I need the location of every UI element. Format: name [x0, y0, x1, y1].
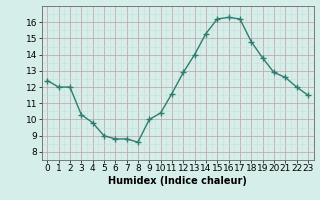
- X-axis label: Humidex (Indice chaleur): Humidex (Indice chaleur): [108, 176, 247, 186]
